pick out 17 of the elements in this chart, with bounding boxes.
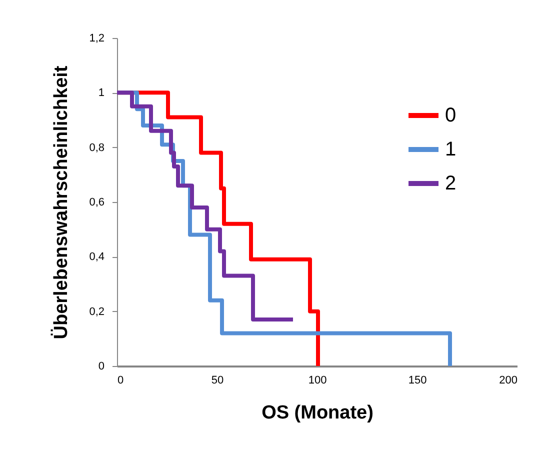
- legend-label: 2: [445, 172, 456, 194]
- y-tick-label: 0,4: [89, 251, 104, 264]
- y-tick-label: 0,6: [89, 196, 104, 208]
- x-tick-label: 150: [408, 374, 427, 386]
- y-axis-title: Überlebenswahrscheinlichkeit: [50, 65, 72, 340]
- x-tick-label: 50: [211, 374, 224, 386]
- x-tick-label: 0: [118, 374, 124, 386]
- y-tick-label: 0,8: [89, 142, 104, 154]
- legend-label: 0: [445, 104, 456, 126]
- y-tick-label: 0: [98, 360, 104, 372]
- y-tick-label: 1: [98, 87, 104, 100]
- x-tick-label: 200: [499, 374, 518, 386]
- legend-label: 1: [445, 138, 456, 160]
- x-axis-title: OS (Monate): [262, 402, 374, 424]
- y-tick-label: 1,2: [89, 32, 104, 44]
- y-tick-label: 0,2: [89, 306, 104, 318]
- x-tick-label: 100: [308, 374, 327, 386]
